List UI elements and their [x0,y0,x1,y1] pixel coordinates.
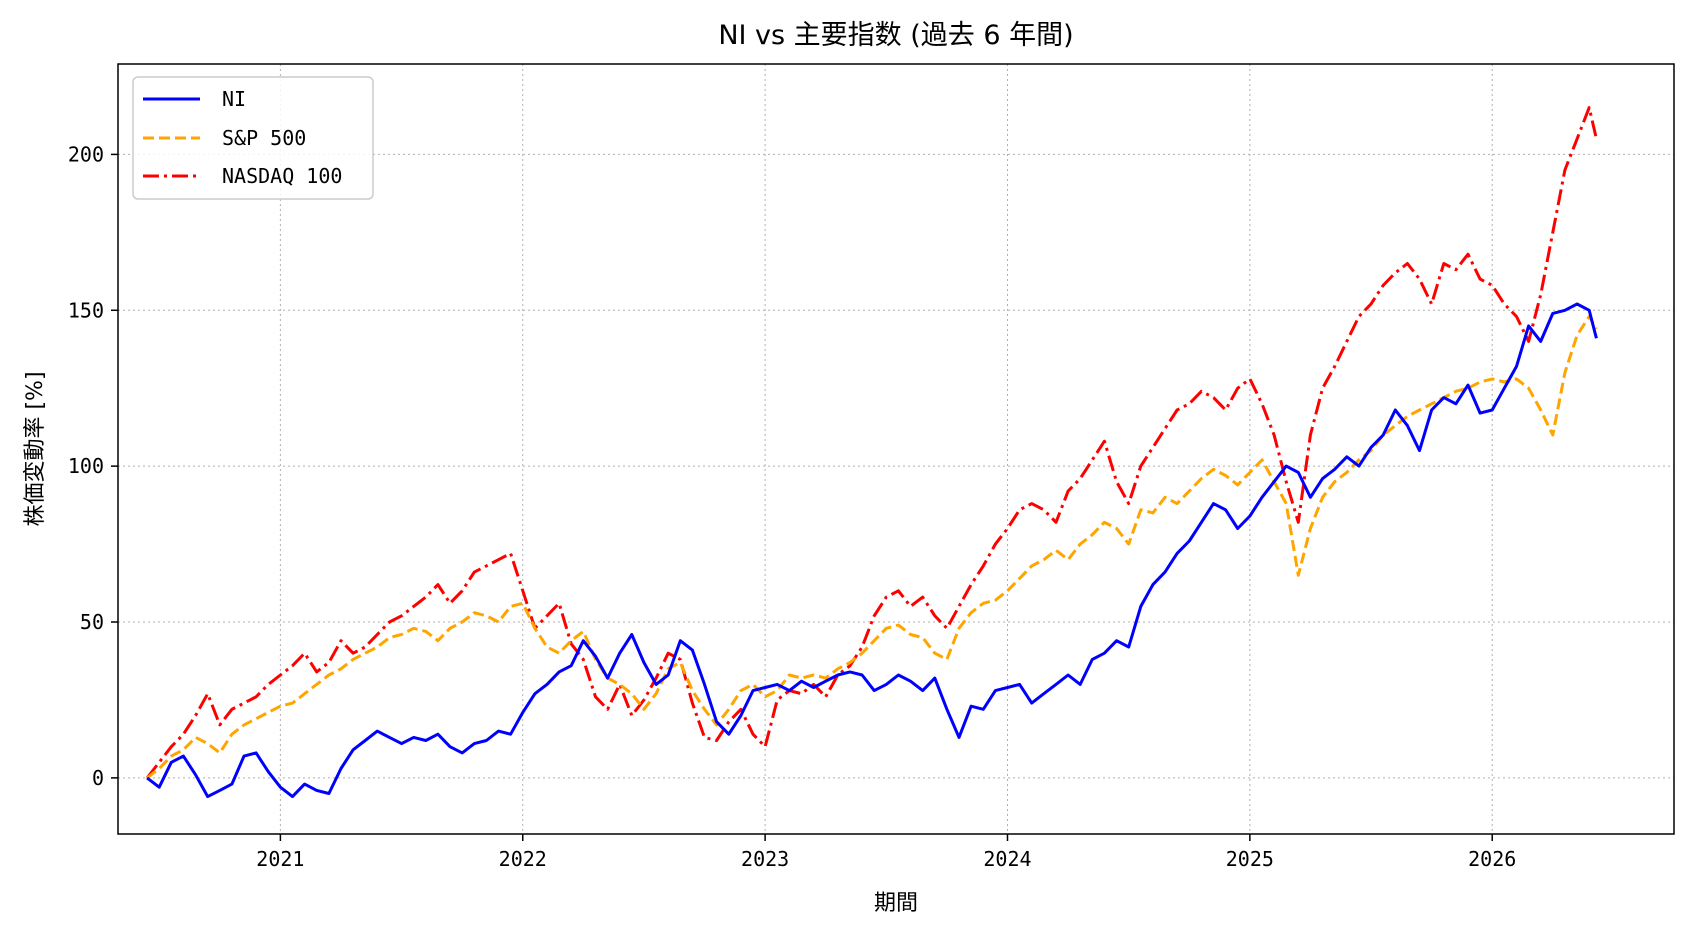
series-line-nasdaq-100 [145,106,1598,779]
y-axis-label: 株価変動率 [%] [23,371,48,526]
y-tick-label: 50 [80,610,104,634]
series-layer [145,106,1598,799]
series-line-s-p-500 [146,315,1598,780]
x-axis-label: 期間 [874,891,918,916]
x-tick-label: 2023 [741,847,789,871]
x-axis: 2021 2022 2023 2024 2025 2026 [256,834,1516,871]
legend-label-nasdaq100: NASDAQ 100 [222,164,342,188]
grid [118,64,1674,834]
legend-label-ni: NI [222,87,246,111]
x-tick-label: 2025 [1226,847,1274,871]
y-tick-label: 0 [92,766,104,790]
chart-title: NI vs 主要指数 (過去 6 年間) [718,20,1073,51]
x-tick-label: 2026 [1468,847,1516,871]
x-tick-label: 2021 [256,847,304,871]
legend-box [132,76,374,200]
legend: NI S&P 500 NASDAQ 100 [132,76,374,200]
plot-area-frame [117,63,1675,835]
y-tick-label: 150 [68,298,104,322]
x-tick-label: 2022 [499,847,547,871]
y-tick-label: 200 [68,142,104,166]
y-axis: 0 50 100 150 200 [68,142,118,790]
x-tick-label: 2024 [983,847,1031,871]
y-tick-label: 100 [68,454,104,478]
legend-label-sp500: S&P 500 [222,126,306,150]
series-line-ni [146,302,1598,799]
